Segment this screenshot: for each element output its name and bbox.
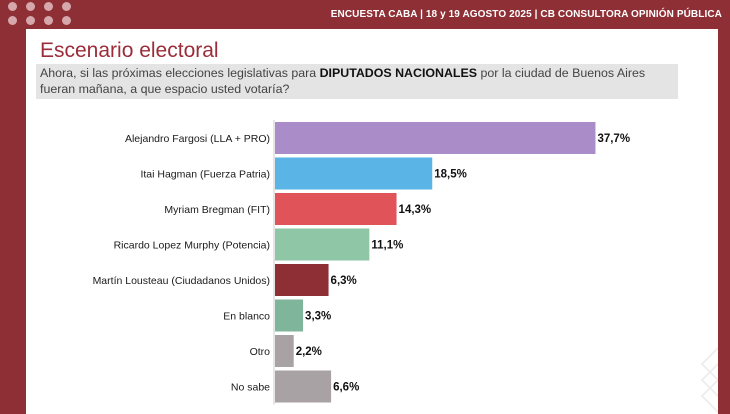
dot bbox=[62, 16, 71, 25]
bar bbox=[275, 193, 397, 225]
dot bbox=[26, 16, 35, 25]
question-prefix: Ahora, si las próximas elecciones legisl… bbox=[40, 66, 320, 80]
category-label: Itai Hagman (Fuerza Patria) bbox=[140, 169, 270, 181]
question-suffix: por la ciudad de Buenos Aires fueran mañ… bbox=[40, 66, 646, 96]
dot bbox=[8, 2, 17, 11]
dot bbox=[26, 2, 35, 11]
category-label: Ricardo Lopez Murphy (Potencia) bbox=[114, 240, 270, 252]
category-label: Martín Lousteau (Ciudadanos Unidos) bbox=[93, 275, 270, 287]
survey-question: Ahora, si las próximas elecciones legisl… bbox=[36, 64, 678, 99]
bar bbox=[275, 228, 370, 261]
header-caption: ENCUESTA CABA | 18 y 19 AGOSTO 2025 | CB… bbox=[330, 9, 722, 20]
decorative-dots bbox=[8, 2, 71, 25]
bar bbox=[275, 264, 329, 296]
bar bbox=[275, 157, 433, 190]
category-label: Myriam Bregman (FIT) bbox=[164, 204, 270, 216]
category-label: En blanco bbox=[223, 311, 270, 323]
bar bbox=[275, 370, 332, 403]
data-label: 2,2% bbox=[296, 346, 322, 358]
page-title: Escenario electoral bbox=[40, 39, 219, 62]
data-label: 3,3% bbox=[305, 311, 331, 323]
question-emphasis: DIPUTADOS NACIONALES bbox=[319, 66, 478, 80]
category-label: Otro bbox=[250, 346, 271, 358]
dot bbox=[44, 2, 53, 11]
dot bbox=[44, 16, 53, 25]
data-label: 6,6% bbox=[333, 382, 359, 394]
data-label: 6,3% bbox=[331, 275, 357, 287]
category-label: Alejandro Fargosi (LLA + PRO) bbox=[125, 133, 270, 145]
dot bbox=[62, 2, 71, 11]
bar bbox=[275, 122, 596, 154]
content-card: Escenario electoral Ahora, si las próxim… bbox=[26, 29, 718, 414]
data-label: 11,1% bbox=[371, 240, 403, 252]
category-label: No sabe bbox=[231, 382, 270, 394]
data-label: 18,5% bbox=[434, 169, 467, 181]
dot bbox=[8, 16, 17, 25]
bar-chart: Alejandro Fargosi (LLA + PRO) 37,7% Itai H… bbox=[93, 120, 630, 405]
bar bbox=[275, 335, 294, 367]
data-label: 37,7% bbox=[597, 133, 630, 145]
data-label: 14,3% bbox=[399, 204, 432, 216]
bar bbox=[275, 299, 304, 332]
decorative-lines bbox=[700, 347, 718, 413]
